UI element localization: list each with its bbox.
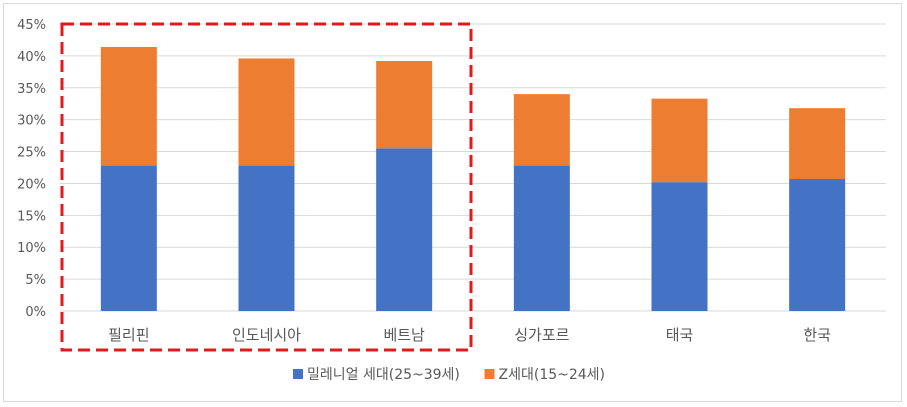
x-category-label: 태국: [666, 326, 694, 344]
bar-millennial: [100, 165, 157, 311]
bar-genz: [513, 94, 570, 166]
y-tick-label: 10%: [17, 241, 46, 256]
bar-millennial: [238, 165, 295, 311]
y-tick-label: 0%: [25, 305, 46, 320]
y-tick-label: 40%: [17, 50, 46, 65]
y-tick-label: 30%: [17, 114, 46, 129]
x-axis-labels: 필리핀 인도네시아 베트남 싱가포르 태국 한국: [108, 326, 831, 344]
y-axis-ticks: 0% 5% 10% 15% 20% 25% 30% 35% 40% 45%: [17, 18, 46, 320]
bar-millennial: [651, 182, 708, 311]
legend-swatch: [293, 369, 303, 379]
bar-genz: [789, 108, 846, 179]
bar-genz: [238, 58, 295, 166]
legend-swatch: [484, 369, 495, 379]
x-category-label: 베트남: [383, 326, 425, 344]
bar-millennial: [376, 148, 433, 311]
bar-millennial: [513, 165, 570, 311]
x-category-label: 필리핀: [108, 326, 149, 344]
legend-label: 밀레니얼 세대(25~39세): [307, 367, 460, 383]
bars: [100, 46, 846, 311]
gridlines: [60, 23, 886, 312]
y-tick-label: 5%: [25, 273, 46, 288]
y-tick-label: 25%: [17, 146, 46, 161]
bar-genz: [651, 98, 708, 183]
bar-millennial: [789, 178, 846, 311]
bar-genz: [376, 60, 433, 149]
x-category-label: 싱가포르: [514, 326, 569, 344]
bar-genz: [100, 46, 157, 166]
y-tick-label: 15%: [17, 209, 46, 224]
legend-label: Z세대(15~24세): [499, 367, 606, 383]
y-tick-label: 45%: [17, 18, 46, 33]
y-tick-label: 35%: [17, 82, 46, 97]
x-category-label: 인도네시아: [232, 326, 301, 344]
x-category-label: 한국: [803, 326, 831, 344]
y-tick-label: 20%: [17, 177, 46, 192]
highlight-box: [60, 22, 473, 352]
legend: 밀레니얼 세대(25~39세) Z세대(15~24세): [293, 367, 605, 383]
